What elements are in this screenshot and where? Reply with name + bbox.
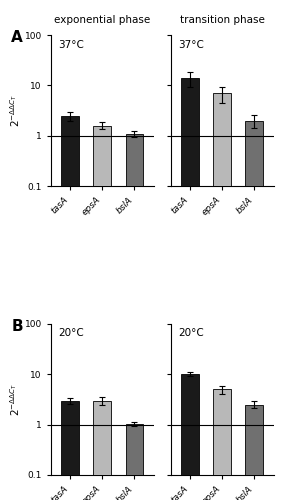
Y-axis label: $2^{-\Delta\Delta C_T}$: $2^{-\Delta\Delta C_T}$: [8, 94, 22, 128]
Text: 20°C: 20°C: [178, 328, 204, 338]
Bar: [125, 134, 143, 500]
Bar: [245, 404, 263, 500]
Bar: [61, 400, 79, 500]
Y-axis label: $2^{-\Delta\Delta C_T}$: $2^{-\Delta\Delta C_T}$: [8, 382, 22, 416]
Text: 20°C: 20°C: [58, 328, 84, 338]
Text: B: B: [11, 319, 23, 334]
Text: exponential phase: exponential phase: [54, 15, 150, 25]
Text: transition phase: transition phase: [180, 15, 265, 25]
Text: 37°C: 37°C: [58, 40, 84, 50]
Bar: [93, 400, 111, 500]
Text: 37°C: 37°C: [178, 40, 204, 50]
Bar: [181, 374, 199, 500]
Bar: [245, 120, 263, 500]
Bar: [213, 390, 231, 500]
Bar: [61, 116, 79, 500]
Bar: [213, 93, 231, 500]
Bar: [93, 126, 111, 500]
Bar: [125, 424, 143, 500]
Bar: [181, 78, 199, 500]
Text: A: A: [11, 30, 23, 45]
